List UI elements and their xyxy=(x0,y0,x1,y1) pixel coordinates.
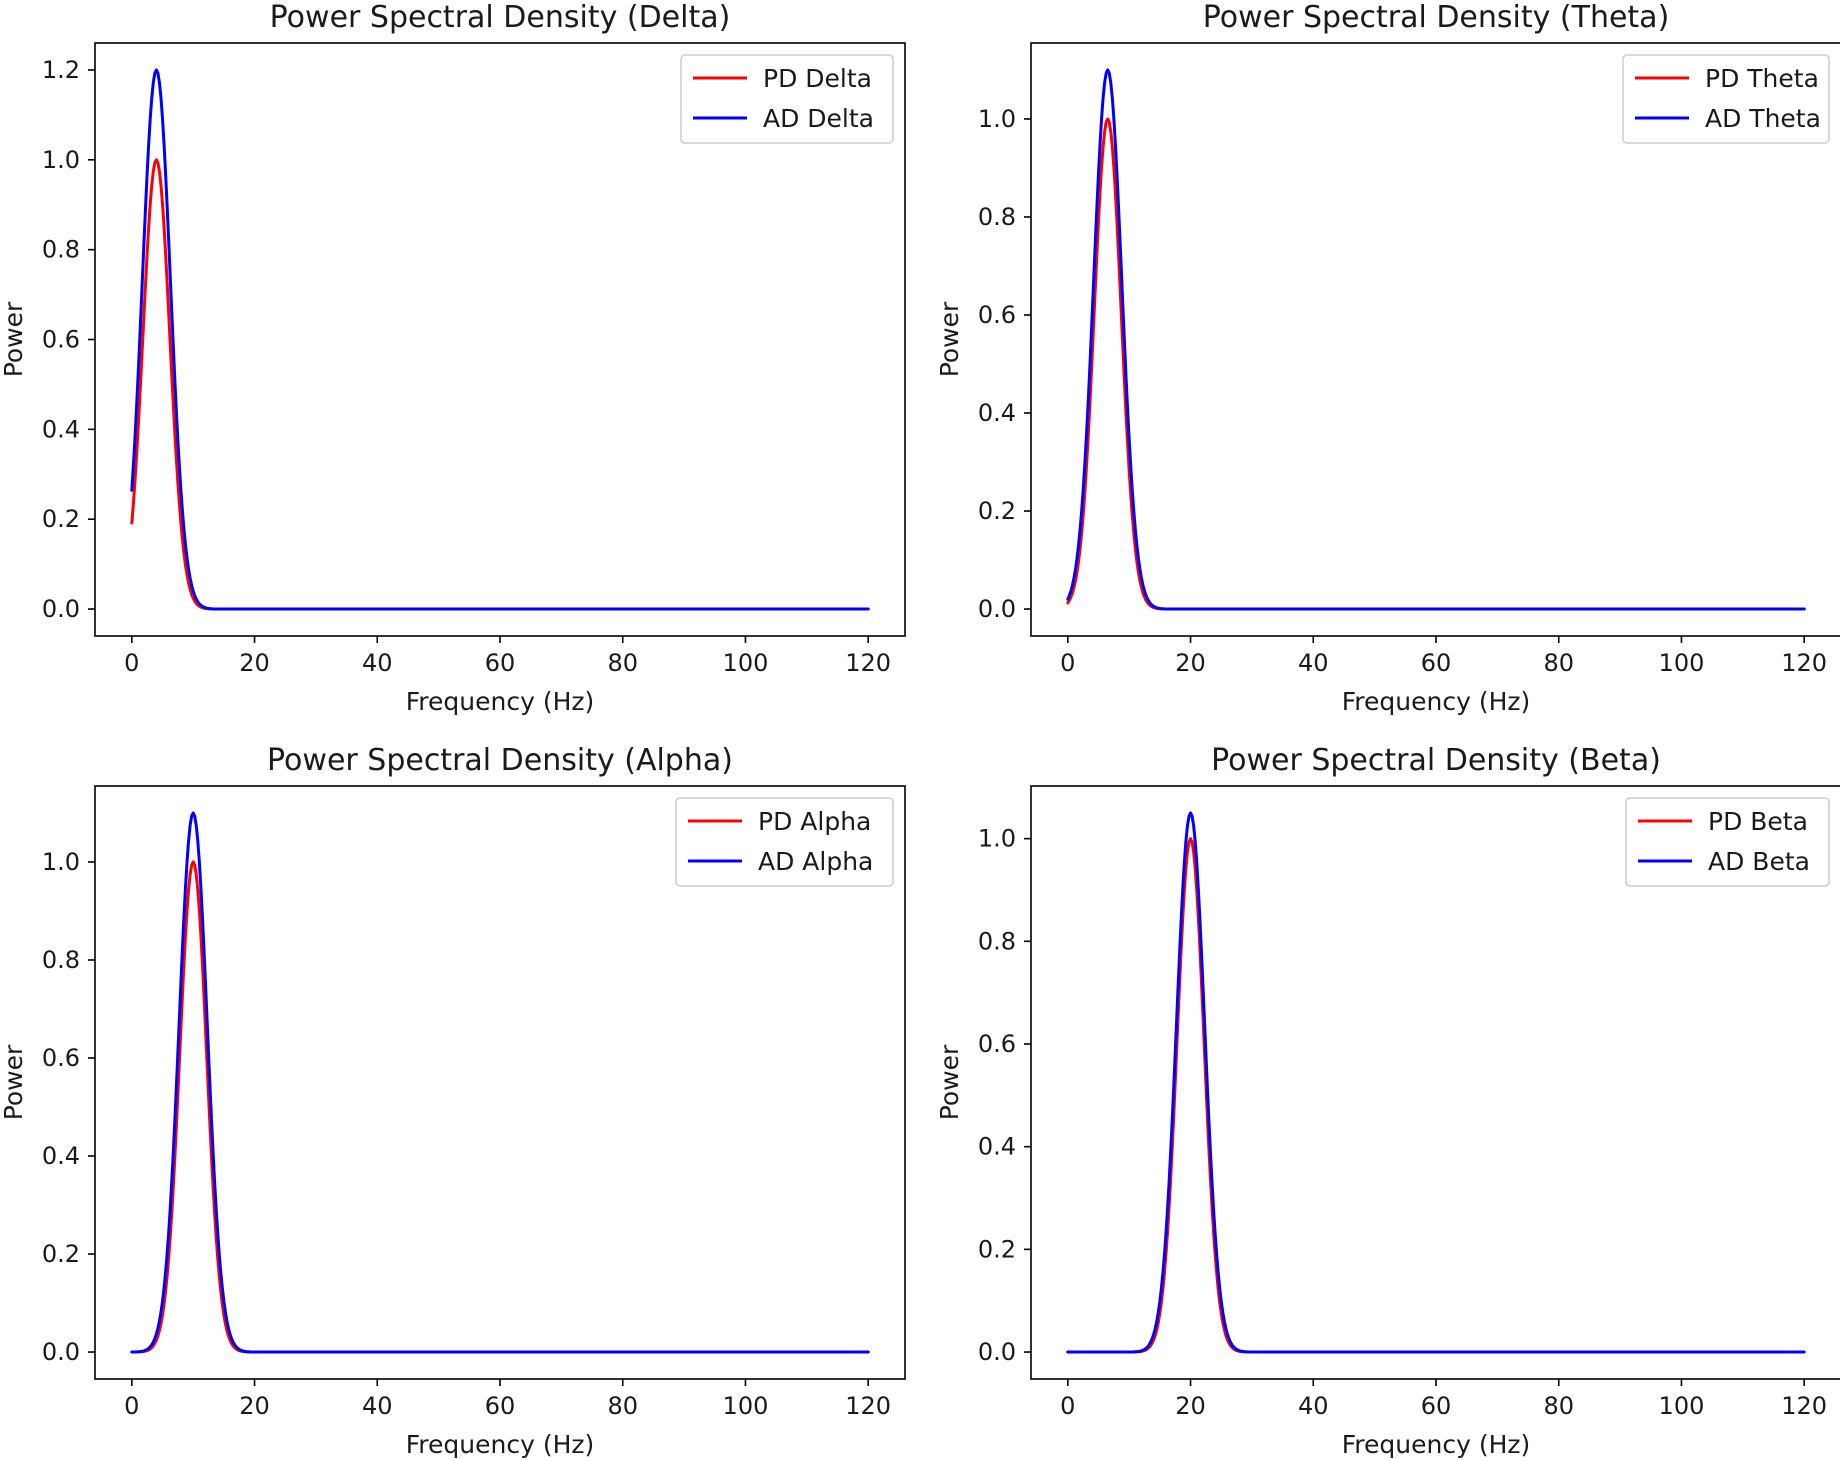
y-tick-label: 0.8 xyxy=(42,236,80,264)
series-line-ad-theta xyxy=(1066,68,1806,611)
x-tick-label: 100 xyxy=(723,1392,769,1420)
x-tick-label: 40 xyxy=(1298,1392,1329,1420)
y-tick-label: 1.0 xyxy=(42,146,80,174)
x-tick-label: 80 xyxy=(607,649,638,677)
x-tick-label: 60 xyxy=(1421,649,1452,677)
x-tick-label: 0 xyxy=(124,649,139,677)
x-tick-label: 40 xyxy=(362,1392,393,1420)
series-line-pd-beta xyxy=(1066,837,1806,1354)
y-tick-label: 0.2 xyxy=(978,497,1016,525)
x-tick-label: 20 xyxy=(1175,1392,1206,1420)
legend-label: AD Beta xyxy=(1708,847,1810,876)
y-tick-label: 0.0 xyxy=(978,595,1016,623)
x-tick-label: 80 xyxy=(1543,1392,1574,1420)
legend: PD Beta AD Beta xyxy=(1625,797,1830,887)
y-tick-label: 0.6 xyxy=(978,301,1016,329)
y-tick-label: 0.8 xyxy=(42,946,80,974)
x-tick-label: 60 xyxy=(485,649,516,677)
chart-title: Power Spectral Density (Beta) xyxy=(1211,743,1661,778)
x-tick-label: 100 xyxy=(1659,649,1705,677)
legend: PD Alpha AD Alpha xyxy=(675,797,894,887)
series-line-pd-delta xyxy=(130,158,870,611)
series-line-ad-delta xyxy=(130,68,870,611)
legend-label: PD Delta xyxy=(763,64,872,93)
chart-title: Power Spectral Density (Alpha) xyxy=(267,743,733,778)
y-tick-label: 0.4 xyxy=(42,415,80,443)
chart-title: Power Spectral Density (Theta) xyxy=(1203,0,1670,35)
y-tick-label: 0.6 xyxy=(978,1030,1016,1058)
x-tick-label: 0 xyxy=(1060,1392,1075,1420)
y-axis-label: Power xyxy=(935,1044,964,1120)
legend-label: PD Theta xyxy=(1705,64,1819,93)
x-tick-label: 120 xyxy=(845,649,891,677)
y-tick-label: 1.0 xyxy=(42,848,80,876)
y-tick-label: 0.6 xyxy=(42,326,80,354)
x-tick-label: 100 xyxy=(1659,1392,1705,1420)
x-tick-label: 80 xyxy=(1543,649,1574,677)
x-axis-label: Frequency (Hz) xyxy=(1342,1430,1531,1459)
x-tick-label: 100 xyxy=(723,649,769,677)
y-axis-label: Power xyxy=(0,1044,28,1120)
x-tick-label: 60 xyxy=(485,1392,516,1420)
y-tick-label: 1.0 xyxy=(978,105,1016,133)
legend: PD Theta AD Theta xyxy=(1622,54,1830,144)
legend-label: PD Beta xyxy=(1708,807,1808,836)
y-axis-label: Power xyxy=(935,301,964,377)
x-tick-label: 20 xyxy=(239,649,270,677)
y-tick-label: 0.6 xyxy=(42,1044,80,1072)
x-tick-label: 40 xyxy=(362,649,393,677)
legend-label: AD Alpha xyxy=(758,847,873,876)
y-tick-label: 0.0 xyxy=(978,1338,1016,1366)
y-tick-label: 0.0 xyxy=(42,595,80,623)
x-tick-label: 0 xyxy=(1060,649,1075,677)
y-tick-label: 1.2 xyxy=(42,56,80,84)
y-tick-label: 0.8 xyxy=(978,927,1016,955)
series-line-ad-alpha xyxy=(130,811,870,1354)
panel-delta: Power Spectral Density (Delta) 0 20 40 60 80 1… xyxy=(0,0,906,716)
x-tick-label: 0 xyxy=(124,1392,139,1420)
x-axis-label: Frequency (Hz) xyxy=(406,687,595,716)
y-tick-label: 0.8 xyxy=(978,203,1016,231)
panel-beta: Power Spectral Density (Beta) 0 20 40 60 80 10… xyxy=(935,743,1840,1459)
legend-label: PD Alpha xyxy=(758,807,871,836)
legend: PD Delta AD Delta xyxy=(680,54,894,144)
y-tick-label: 0.2 xyxy=(978,1235,1016,1263)
x-tick-label: 60 xyxy=(1421,1392,1452,1420)
x-tick-label: 20 xyxy=(1175,649,1206,677)
y-tick-label: 0.4 xyxy=(978,399,1016,427)
y-tick-label: 0.2 xyxy=(42,1240,80,1268)
panel-alpha: Power Spectral Density (Alpha) 0 20 40 60 80 1… xyxy=(0,743,906,1459)
x-tick-label: 120 xyxy=(845,1392,891,1420)
series-line-pd-theta xyxy=(1066,117,1806,611)
y-axis-label: Power xyxy=(0,301,28,377)
y-tick-label: 0.4 xyxy=(42,1142,80,1170)
y-tick-label: 0.2 xyxy=(42,505,80,533)
chart-title: Power Spectral Density (Delta) xyxy=(270,0,731,35)
series-line-ad-beta xyxy=(1066,811,1806,1354)
legend-label: AD Delta xyxy=(763,104,874,133)
x-tick-label: 120 xyxy=(1781,1392,1827,1420)
y-tick-label: 0.0 xyxy=(42,1338,80,1366)
x-tick-label: 20 xyxy=(239,1392,270,1420)
x-axis-label: Frequency (Hz) xyxy=(406,1430,595,1459)
legend-label: AD Theta xyxy=(1705,104,1821,133)
panel-theta: Power Spectral Density (Theta) 0 20 40 60 80 1… xyxy=(935,0,1840,716)
x-tick-label: 40 xyxy=(1298,649,1329,677)
x-tick-label: 80 xyxy=(607,1392,638,1420)
y-tick-label: 1.0 xyxy=(978,825,1016,853)
series-line-pd-alpha xyxy=(130,860,870,1354)
x-axis-label: Frequency (Hz) xyxy=(1342,687,1531,716)
y-tick-label: 0.4 xyxy=(978,1133,1016,1161)
x-tick-label: 120 xyxy=(1781,649,1827,677)
